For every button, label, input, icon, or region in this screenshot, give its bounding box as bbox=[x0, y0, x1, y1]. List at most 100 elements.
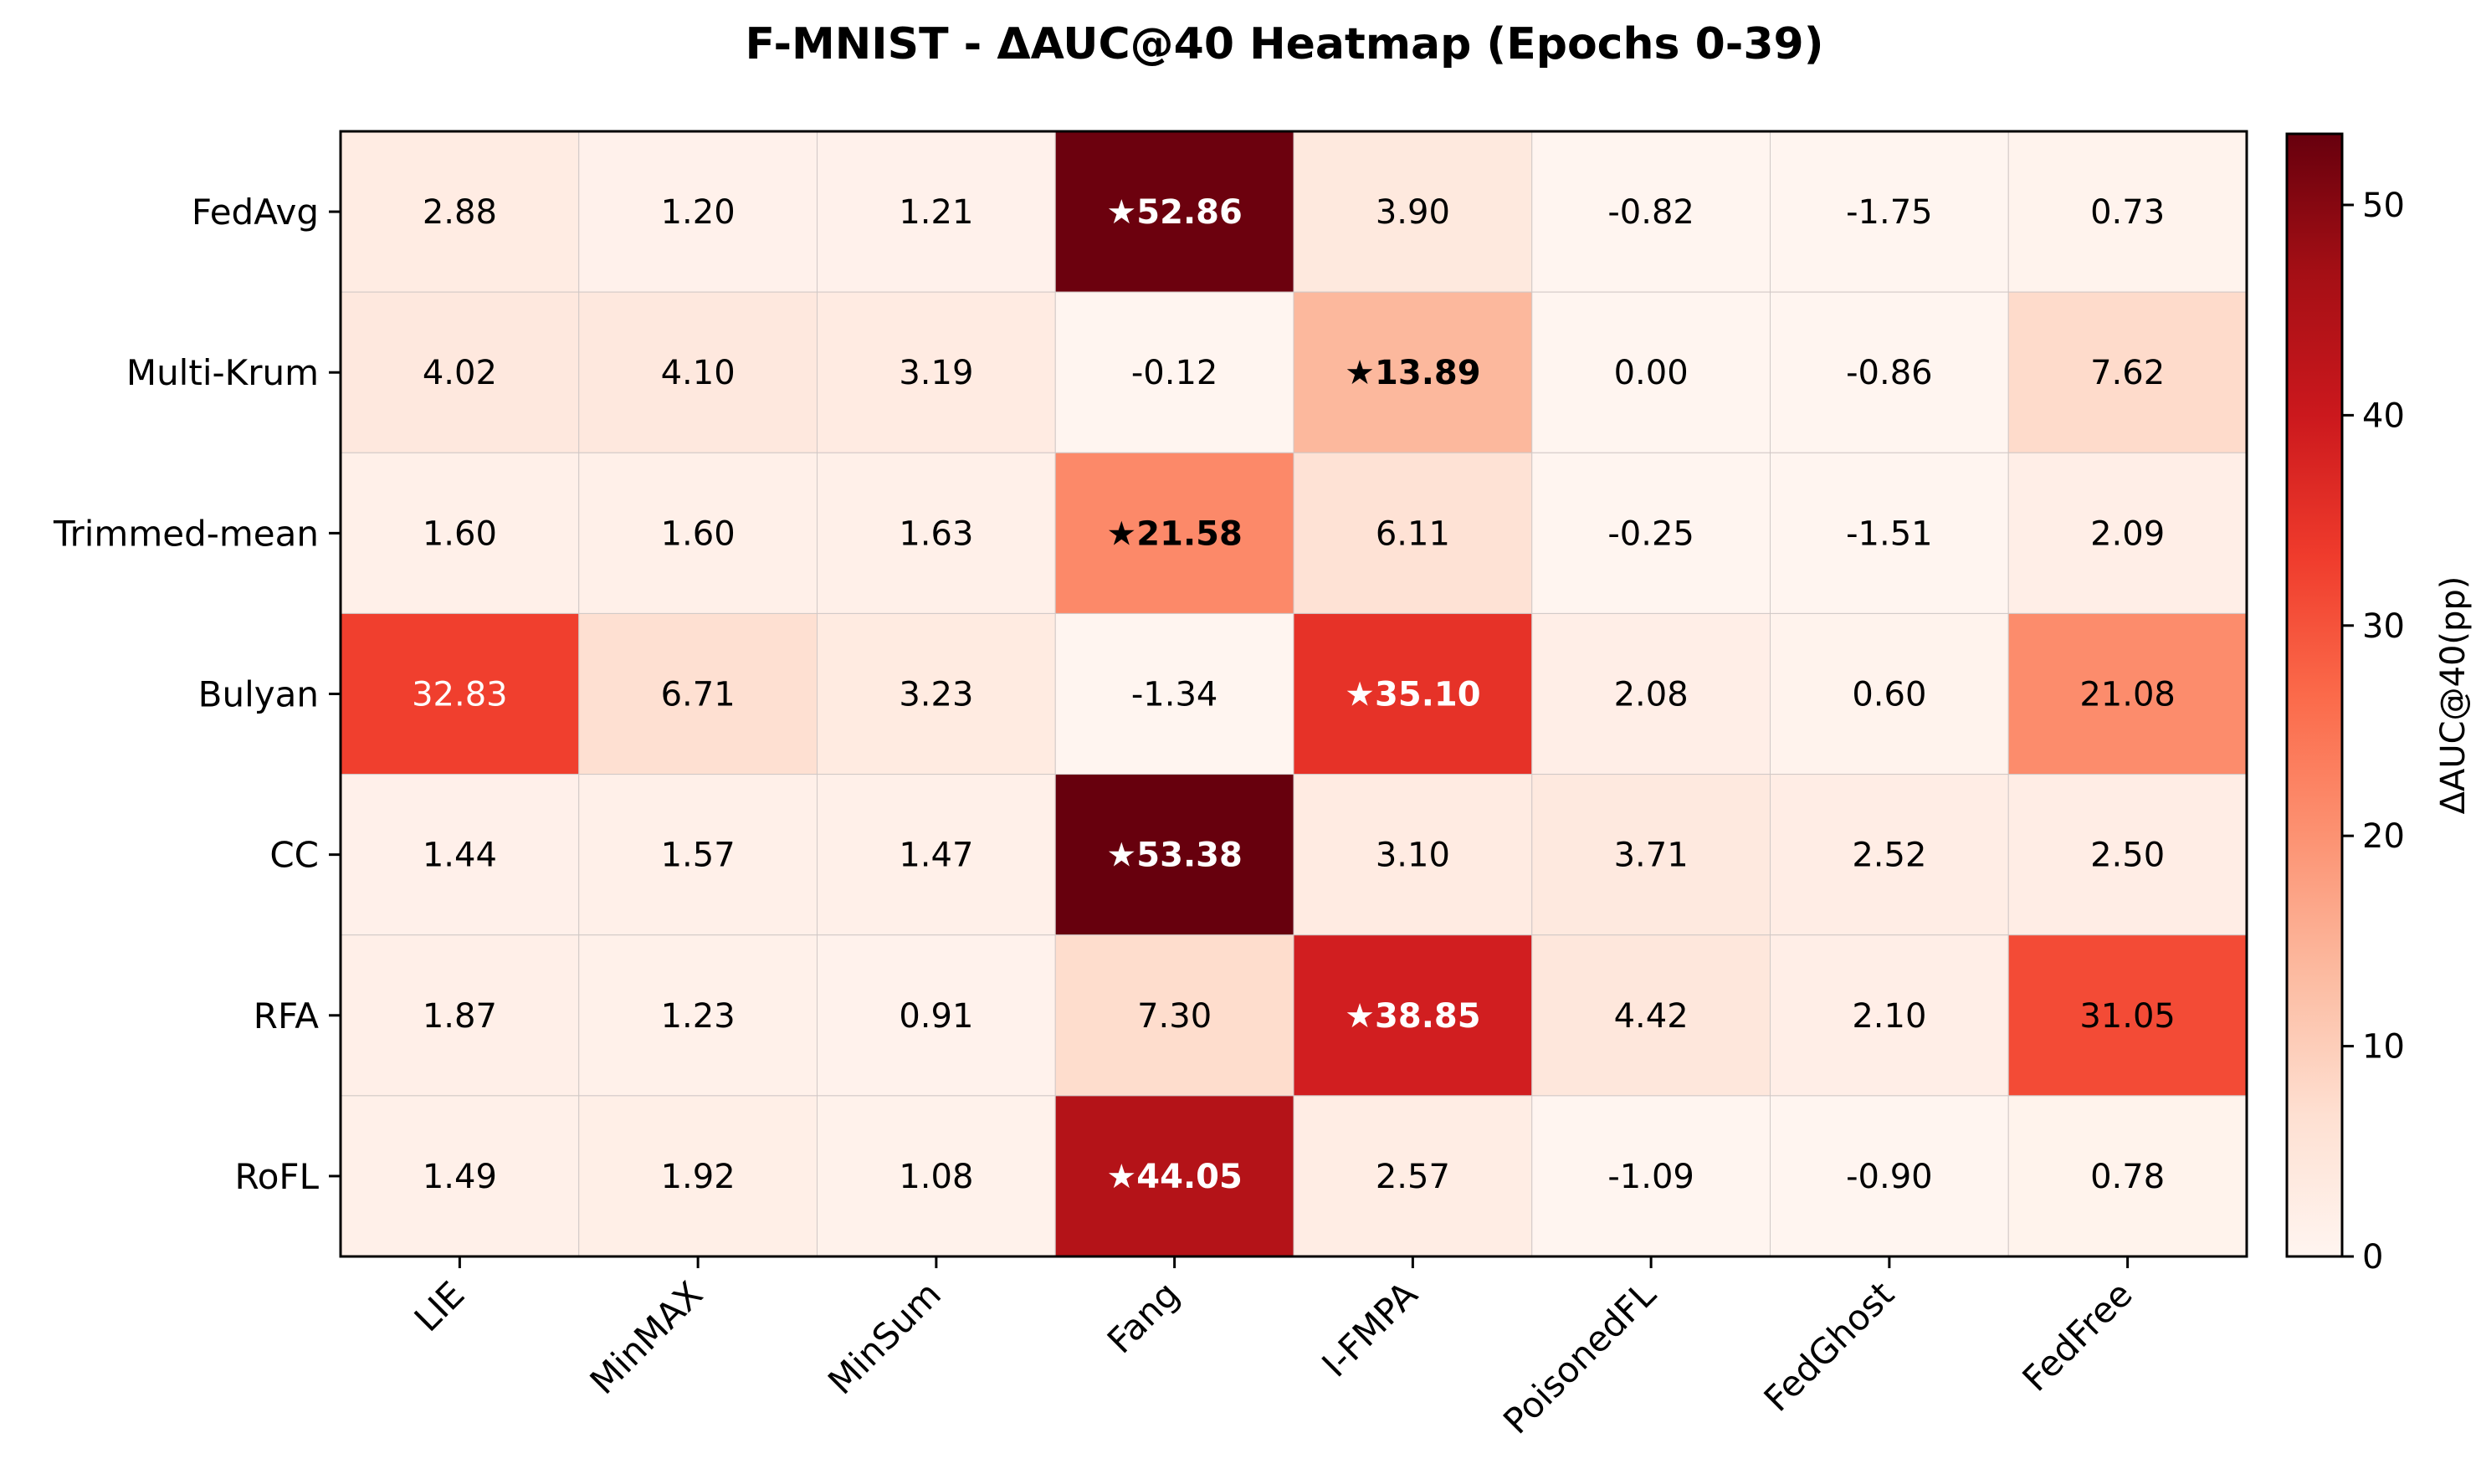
cell-value-label: 1.47 bbox=[899, 837, 973, 875]
heatmap-cell bbox=[1293, 934, 1533, 1097]
cell-value-label: 1.63 bbox=[899, 514, 973, 553]
cell-value-label: -0.12 bbox=[1131, 354, 1218, 392]
cell-value-label: ★38.85 bbox=[1345, 997, 1480, 1036]
cell-value-label: 0.73 bbox=[2090, 193, 2165, 232]
heatmap-cell bbox=[1293, 774, 1533, 936]
cell-value-label: 7.30 bbox=[1137, 997, 1212, 1036]
colorbar: 0 10 20 30 40 50 ΔAUC@40(pp) bbox=[2285, 132, 2473, 1277]
heatmap-cell bbox=[340, 1095, 580, 1257]
colorbar-tick-label: 40 bbox=[2362, 397, 2405, 435]
heatmap-cell bbox=[578, 1095, 818, 1257]
heatmap-cell bbox=[1770, 934, 2009, 1097]
x-tick-label: LIE bbox=[407, 1273, 473, 1339]
x-axis: LIE MinMAX MinSum Fang I-FMPA PoisonedFL FedGh… bbox=[407, 1256, 2140, 1442]
cell-value-label: -0.90 bbox=[1846, 1158, 1933, 1196]
cell-value-label: 1.87 bbox=[423, 997, 497, 1036]
heatmap-cell bbox=[2007, 774, 2248, 936]
heatmap-cell bbox=[578, 612, 818, 775]
y-tick-label: RoFL bbox=[234, 1156, 319, 1197]
colorbar-frame bbox=[2285, 132, 2344, 1258]
heatmap-cell bbox=[2007, 291, 2248, 453]
heatmap-cell bbox=[1293, 452, 1533, 614]
heatmap-cell bbox=[817, 934, 1056, 1097]
y-tick-label: RFA bbox=[254, 995, 319, 1036]
cell-value-label: 0.60 bbox=[1852, 676, 1926, 714]
colorbar-label: ΔAUC@40(pp) bbox=[2434, 576, 2473, 815]
y-tick-label: Multi-Krum bbox=[126, 352, 319, 393]
heatmap-cell bbox=[1531, 130, 1771, 293]
cell-value-label: 31.05 bbox=[2079, 997, 2176, 1036]
colorbar-tick-label: 0 bbox=[2362, 1238, 2383, 1277]
cell-value-label: 7.62 bbox=[2090, 354, 2165, 392]
heatmap-cell bbox=[1293, 130, 1533, 293]
cell-value-label: 0.00 bbox=[1614, 354, 1689, 392]
cell-value-label: 2.88 bbox=[423, 193, 497, 232]
cell-value-label: 6.11 bbox=[1376, 514, 1450, 553]
cell-value-label: ★44.05 bbox=[1106, 1158, 1242, 1196]
y-tick-label: CC bbox=[269, 835, 319, 876]
heatmap-cell bbox=[1293, 291, 1533, 453]
y-axis: FedAvg Multi-Krum Trimmed-mean Bulyan CC RFA R… bbox=[53, 192, 341, 1197]
cell-value-label: 2.09 bbox=[2090, 514, 2165, 553]
y-tick-label: FedAvg bbox=[192, 192, 319, 233]
cell-value-label: 2.10 bbox=[1852, 997, 1926, 1036]
heatmap-cell bbox=[1531, 774, 1771, 936]
heatmap-cell bbox=[1054, 452, 1294, 614]
heatmap-cell bbox=[578, 130, 818, 293]
cell-value-label: -0.82 bbox=[1607, 193, 1694, 232]
colorbar-gradient bbox=[2287, 134, 2342, 1256]
heatmap-cell bbox=[1770, 774, 2009, 936]
x-tick-label: MinSum bbox=[820, 1273, 949, 1402]
heatmap-cell bbox=[578, 934, 818, 1097]
x-tick-label: I-FMPA bbox=[1314, 1273, 1425, 1384]
colorbar-tick-label: 20 bbox=[2362, 817, 2405, 856]
heatmap-cell-labels: 2.88 1.20 1.21 ★52.86 3.90 -0.82 -1.75 0.73 4.02… bbox=[412, 193, 2176, 1196]
cell-value-label: 1.20 bbox=[661, 193, 736, 232]
cell-value-label: 2.57 bbox=[1376, 1158, 1450, 1196]
plot-frame bbox=[339, 130, 2248, 1258]
chart-title: F-MNIST - ΔAUC@40 Heatmap (Epochs 0-39) bbox=[746, 19, 1824, 69]
heatmap-cell bbox=[340, 452, 580, 614]
heatmap-cell bbox=[1054, 130, 1294, 293]
cell-value-label: ★53.38 bbox=[1106, 837, 1242, 875]
heatmap-cell bbox=[1054, 934, 1294, 1097]
cell-value-label: ★52.86 bbox=[1106, 193, 1242, 232]
cell-value-label: 3.23 bbox=[899, 676, 973, 714]
heatmap-cell bbox=[340, 612, 580, 775]
cell-value-label: 1.60 bbox=[661, 514, 736, 553]
y-tick-label: Trimmed-mean bbox=[53, 513, 319, 554]
heatmap-cell bbox=[1293, 1095, 1533, 1257]
heatmap-cell bbox=[1054, 291, 1294, 453]
heatmap-cells bbox=[340, 130, 2248, 1257]
cell-value-label: 2.52 bbox=[1852, 837, 1926, 875]
cell-value-label: 3.71 bbox=[1614, 837, 1689, 875]
heatmap-cell bbox=[578, 452, 818, 614]
heatmap-cell bbox=[817, 774, 1056, 936]
heatmap-cell bbox=[578, 774, 818, 936]
cell-value-label: -1.09 bbox=[1607, 1158, 1694, 1196]
cell-value-label: 1.21 bbox=[899, 193, 973, 232]
cell-value-label: -1.34 bbox=[1131, 676, 1218, 714]
cell-value-label: 2.50 bbox=[2090, 837, 2165, 875]
cell-value-label: ★13.89 bbox=[1345, 354, 1480, 392]
cell-value-label: -1.51 bbox=[1846, 514, 1933, 553]
heatmap-cell bbox=[578, 291, 818, 453]
heatmap-cell bbox=[1770, 612, 2009, 775]
cell-value-label: 1.23 bbox=[661, 997, 736, 1036]
heatmap-cell bbox=[1531, 934, 1771, 1097]
x-tick-label: MinMAX bbox=[582, 1273, 711, 1402]
heatmap-cell bbox=[1293, 612, 1533, 775]
cell-value-label: 21.08 bbox=[2079, 676, 2176, 714]
heatmap-cell bbox=[1531, 452, 1771, 614]
heatmap-cell bbox=[1770, 452, 2009, 614]
cell-value-label: -0.25 bbox=[1607, 514, 1694, 553]
cell-value-label: 4.02 bbox=[423, 354, 497, 392]
cell-value-label: 3.19 bbox=[899, 354, 973, 392]
cell-value-label: 1.60 bbox=[423, 514, 497, 553]
cell-value-label: 1.92 bbox=[661, 1158, 736, 1196]
cell-value-label: -0.86 bbox=[1846, 354, 1933, 392]
x-tick-label: Fang bbox=[1100, 1273, 1187, 1361]
colorbar-ticks: 0 10 20 30 40 50 bbox=[2342, 187, 2405, 1277]
